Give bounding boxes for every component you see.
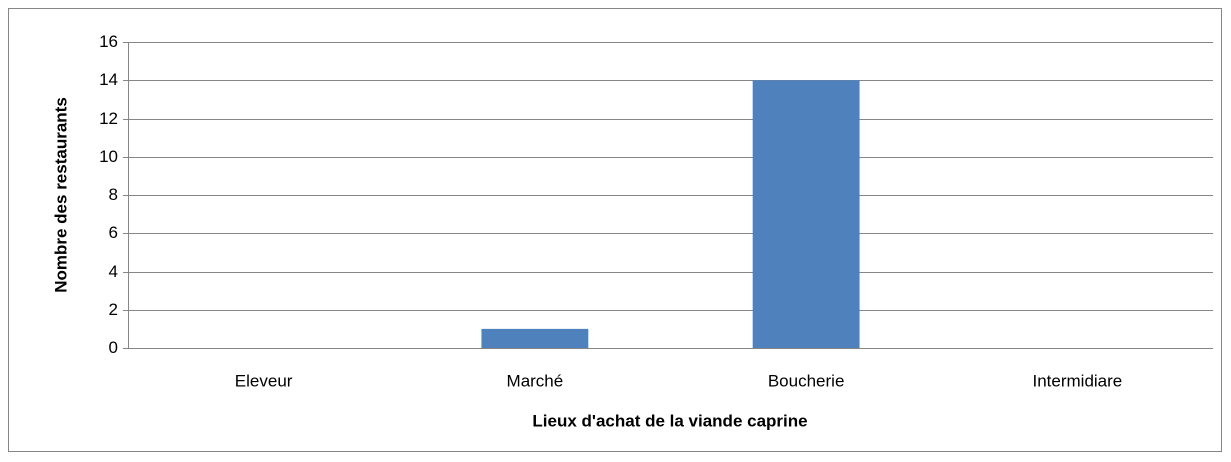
y-tick-label: 4 — [109, 262, 118, 281]
x-tick-label: Boucherie — [768, 371, 845, 390]
y-tick-label: 0 — [109, 338, 118, 357]
x-tick-label: Eleveur — [235, 371, 293, 390]
x-tick-label: Intermidiare — [1032, 371, 1122, 390]
y-tick-label: 16 — [99, 32, 118, 51]
chart-border — [8, 8, 1222, 452]
y-tick-label: 8 — [109, 185, 118, 204]
y-tick-label: 14 — [99, 70, 118, 89]
y-tick-label: 12 — [99, 109, 118, 128]
x-tick-label: Marché — [507, 371, 564, 390]
y-tick-label: 10 — [99, 147, 118, 166]
bar — [481, 328, 589, 348]
y-tick-label: 2 — [109, 300, 118, 319]
bar — [752, 80, 860, 348]
y-tick-label: 6 — [109, 223, 118, 242]
y-axis-title: Nombre des restaurants — [51, 97, 70, 293]
x-axis-title: Lieux d'achat de la viande caprine — [532, 411, 807, 430]
